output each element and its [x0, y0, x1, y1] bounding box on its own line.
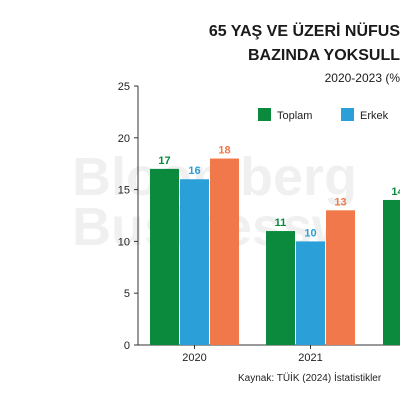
bar	[383, 199, 400, 345]
y-tick-label: 0	[124, 340, 130, 352]
chart-title-line-2: BAZINDA YOKSULL	[248, 47, 400, 64]
y-tick-label: 10	[118, 236, 130, 248]
y-tick-label: 5	[124, 288, 130, 300]
bar	[266, 231, 295, 345]
legend-label-toplam: Toplam	[277, 110, 312, 122]
data-label: 16	[188, 165, 200, 177]
data-label: 10	[304, 227, 316, 239]
chart-subtitle: 2020-2023 (%	[325, 71, 400, 85]
x-tick-label: 2021	[298, 352, 322, 364]
bar	[150, 168, 179, 345]
bar	[296, 241, 325, 345]
bar	[326, 210, 355, 345]
y-tick-label: 15	[118, 185, 130, 197]
legend-swatch-toplam	[258, 108, 271, 121]
data-label: 17	[158, 155, 170, 167]
source-note: Kaynak: TÜİK (2024) İstatistikler	[238, 371, 382, 384]
bars	[150, 158, 400, 345]
data-label: 13	[334, 196, 346, 208]
axes: 0 5 10 15 20 25 2020 2021	[118, 81, 400, 364]
legend: Toplam Erkek	[258, 108, 389, 122]
bar	[180, 179, 209, 345]
data-labels: 17 16 18 11 10 13 14	[158, 145, 400, 240]
data-label: 14	[391, 186, 400, 198]
legend-label-erkek: Erkek	[360, 110, 389, 122]
data-label: 18	[218, 145, 230, 157]
bar	[210, 158, 239, 345]
x-tick-label: 2020	[182, 352, 206, 364]
data-label: 11	[275, 217, 287, 229]
legend-swatch-erkek	[341, 108, 354, 121]
y-tick-label: 25	[118, 81, 130, 93]
y-tick-label: 20	[118, 133, 130, 145]
chart-title-line-1: 65 YAŞ VE ÜZERİ NÜFUS	[209, 21, 400, 40]
